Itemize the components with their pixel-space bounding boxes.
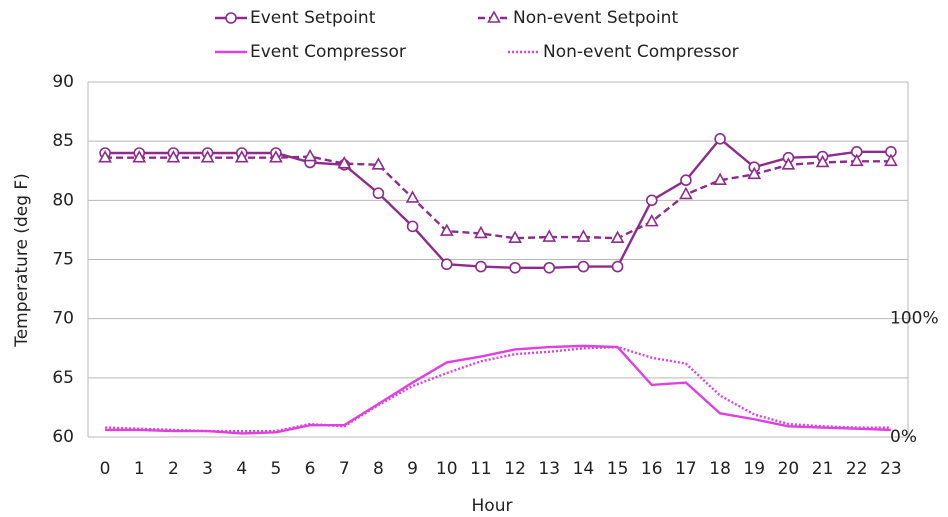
- marker: [509, 261, 521, 274]
- x-tick-label: 20: [778, 459, 800, 479]
- x-tick-label: 13: [538, 459, 560, 479]
- marker: [849, 153, 864, 167]
- marker: [487, 10, 501, 23]
- marker: [132, 150, 147, 163]
- x-axis-title: Hour: [472, 496, 513, 516]
- marker: [713, 172, 727, 186]
- y2-tick-label: 0%: [890, 427, 917, 447]
- y-tick-label: 80: [52, 190, 74, 210]
- marker: [337, 155, 352, 169]
- y2-tick-label: 100%: [890, 309, 939, 329]
- marker: [474, 225, 488, 239]
- legend-label: Event Compressor: [250, 42, 406, 62]
- x-tick-label: 15: [607, 459, 629, 479]
- marker: [679, 186, 693, 200]
- series-line: [105, 137, 891, 269]
- y-tick-label: 60: [52, 427, 74, 447]
- x-tick-label: 7: [339, 459, 350, 479]
- x-tick-label: 17: [675, 459, 697, 479]
- series-line: [105, 344, 891, 435]
- marker: [225, 12, 237, 24]
- marker: [714, 133, 726, 145]
- y-tick-label: 85: [52, 131, 74, 151]
- marker: [644, 213, 659, 227]
- marker: [884, 153, 898, 167]
- y-tick-label: 65: [52, 368, 74, 388]
- marker: [781, 157, 796, 170]
- marker: [475, 260, 487, 273]
- legend-label: Non-event Compressor: [543, 42, 739, 62]
- marker: [98, 150, 112, 163]
- marker: [440, 258, 453, 271]
- marker: [439, 223, 454, 236]
- marker: [611, 260, 624, 273]
- x-tick-label: 8: [373, 459, 384, 479]
- x-tick-label: 5: [271, 459, 282, 479]
- marker: [542, 229, 557, 242]
- marker: [200, 150, 215, 163]
- x-tick-label: 9: [407, 459, 418, 479]
- marker: [576, 229, 591, 242]
- x-tick-label: 22: [846, 459, 868, 479]
- marker: [747, 166, 762, 180]
- x-tick-label: 12: [504, 459, 526, 479]
- x-tick-label: 16: [641, 459, 663, 479]
- marker: [303, 148, 317, 162]
- marker: [234, 150, 249, 163]
- x-tick-label: 2: [168, 459, 179, 479]
- marker: [577, 260, 590, 273]
- series-line: [105, 155, 891, 240]
- x-tick-label: 6: [305, 459, 316, 479]
- legend-label: Non-event Setpoint: [513, 8, 678, 28]
- x-tick-label: 1: [134, 459, 145, 479]
- marker: [406, 220, 419, 233]
- y-tick-label: 90: [52, 72, 74, 92]
- x-tick-label: 19: [743, 459, 765, 479]
- marker: [645, 194, 658, 207]
- x-tick-label: 14: [573, 459, 595, 479]
- x-tick-label: 11: [470, 459, 492, 479]
- marker: [166, 150, 181, 163]
- x-tick-label: 21: [812, 459, 834, 479]
- legend-label: Event Setpoint: [250, 8, 376, 28]
- x-tick-label: 18: [709, 459, 731, 479]
- y-tick-label: 70: [52, 309, 74, 329]
- x-tick-label: 10: [436, 459, 458, 479]
- x-tick-label: 3: [202, 459, 213, 479]
- marker: [269, 150, 283, 163]
- series-line: [105, 345, 891, 433]
- marker: [508, 230, 522, 243]
- x-tick-label: 0: [100, 459, 111, 479]
- marker: [543, 261, 556, 274]
- marker: [372, 187, 385, 200]
- marker: [680, 174, 692, 187]
- marker: [405, 190, 420, 203]
- y-tick-label: 75: [52, 250, 74, 270]
- x-tick-label: 4: [236, 459, 247, 479]
- marker: [371, 157, 386, 170]
- marker: [815, 154, 830, 168]
- x-tick-label: 23: [880, 459, 902, 479]
- marker: [610, 230, 625, 243]
- y-axis-title: Temperature (deg F): [12, 173, 32, 348]
